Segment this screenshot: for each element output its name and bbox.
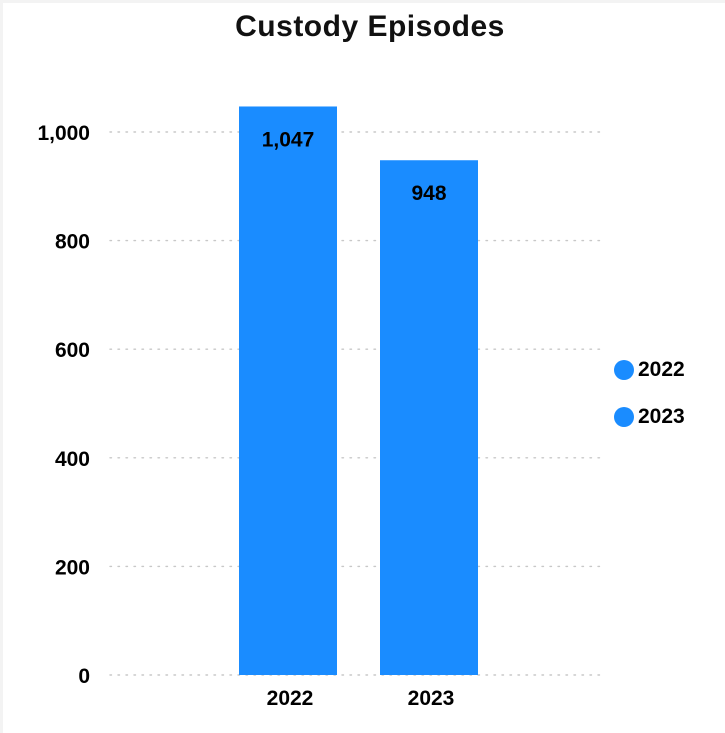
chart-title: Custody Episodes <box>235 10 505 43</box>
bar <box>239 106 337 675</box>
legend-item[interactable]: 2023 <box>614 403 685 430</box>
legend-item[interactable]: 2022 <box>614 356 685 383</box>
y-tick-label: 400 <box>55 448 90 471</box>
y-tick-label: 1,000 <box>37 122 90 145</box>
legend-dot-icon <box>614 359 634 380</box>
chart-legend: 2022 2023 <box>614 356 685 450</box>
x-category-label: 2023 <box>408 687 455 710</box>
bar-value-label: 948 <box>411 182 446 205</box>
y-tick-label: 200 <box>55 556 90 579</box>
y-tick-label: 0 <box>78 665 90 688</box>
legend-label: 2022 <box>638 357 685 381</box>
legend-dot-icon <box>614 406 634 427</box>
bar-value-label: 1,047 <box>262 128 315 151</box>
y-tick-label: 800 <box>55 231 90 254</box>
bar <box>380 160 478 676</box>
x-category-label: 2022 <box>267 687 314 710</box>
y-tick-label: 600 <box>55 339 90 362</box>
legend-label: 2023 <box>638 404 685 428</box>
